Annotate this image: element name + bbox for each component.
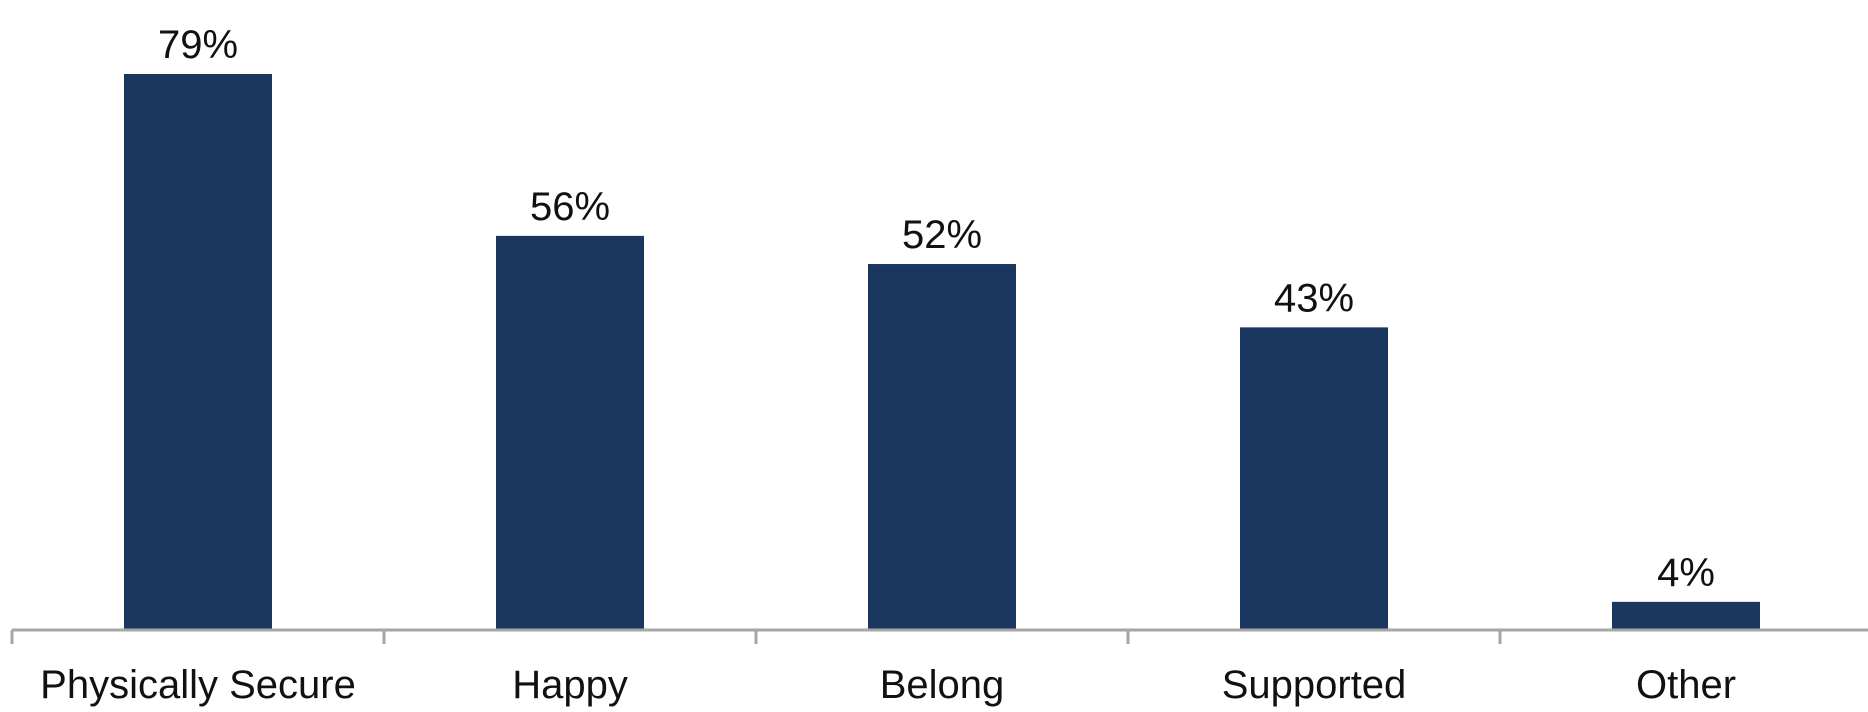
data-label-supported: 43% (1274, 276, 1354, 320)
x-axis (10, 628, 1868, 644)
data-label-physically-secure: 79% (158, 23, 238, 67)
bar-physically-secure (124, 74, 272, 630)
x-tick-label-belong: Belong (880, 663, 1005, 707)
x-tick-label-other: Other (1636, 663, 1736, 707)
bar-other (1612, 601, 1760, 630)
data-label-happy: 56% (530, 185, 610, 229)
x-tick-label-happy: Happy (512, 663, 628, 707)
bar-belong (868, 264, 1016, 630)
data-labels-layer: 79% 56% 52% 43% 4% (158, 23, 1715, 595)
bar-supported (1240, 327, 1388, 630)
x-tick-labels-layer: Physically Secure Happy Belong Supported Oth… (40, 663, 1736, 707)
bar-happy (496, 235, 644, 630)
bars-layer (124, 74, 1760, 630)
data-label-other: 4% (1657, 551, 1715, 595)
x-tick-label-supported: Supported (1222, 663, 1407, 707)
data-label-belong: 52% (902, 213, 982, 257)
x-tick-label-physically-secure: Physically Secure (40, 663, 356, 707)
